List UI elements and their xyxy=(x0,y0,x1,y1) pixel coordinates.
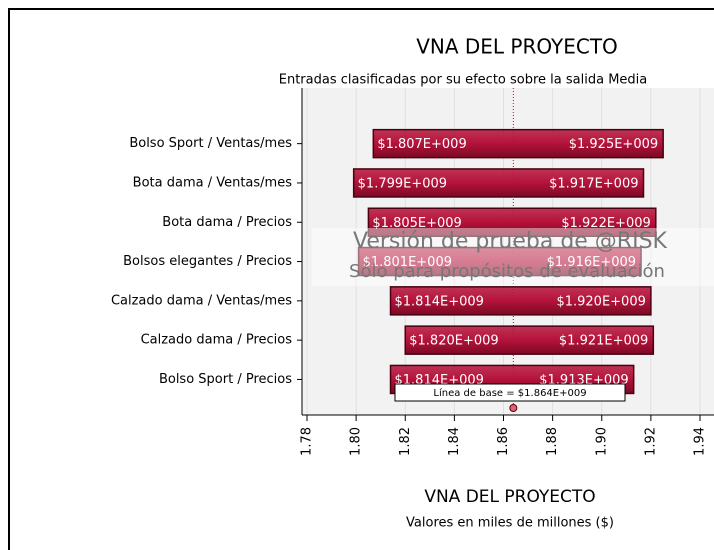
bar-label-high: $1.921E+009 xyxy=(559,334,648,349)
y-tick-label: Bota dama / Ventas/mes xyxy=(133,175,293,190)
bar-label-high: $1.917E+009 xyxy=(549,176,638,191)
bar xyxy=(404,325,655,355)
bar-label-low: $1.807E+009 xyxy=(377,137,466,152)
baseline-label: Línea de base = $1.864E+009 xyxy=(433,387,586,399)
bar xyxy=(389,286,652,316)
bar-label-low: $1.799E+009 xyxy=(358,176,447,191)
bar-label-low: $1.814E+009 xyxy=(395,294,484,309)
bar xyxy=(367,207,657,237)
y-tick-label: Bolso Sport / Ventas/mes xyxy=(129,136,292,151)
x-tick-label: 1.82 xyxy=(398,427,413,456)
x-axis-subtitle: Valores en miles de millones ($) xyxy=(406,516,614,531)
x-tick-label: 1.78 xyxy=(300,427,315,456)
bar xyxy=(372,128,664,159)
watermark-veil xyxy=(312,228,714,286)
x-tick-label: 1.92 xyxy=(643,427,658,456)
bar xyxy=(357,246,642,277)
x-tick-label: 1.86 xyxy=(496,427,511,456)
bar-label-high: $1.920E+009 xyxy=(556,294,645,309)
bar-label-high: $1.925E+009 xyxy=(569,137,658,152)
y-tick-label: Bota dama / Precios xyxy=(162,215,292,230)
x-tick-label: 1.94 xyxy=(693,427,708,456)
y-tick-label: Bolso Sport / Precios xyxy=(159,372,292,387)
chart-title: VNA DEL PROYECTO xyxy=(416,35,618,59)
watermark: Versión de prueba de @RISK xyxy=(353,229,668,254)
x-tick-label: 1.80 xyxy=(349,427,364,456)
watermark: Sólo para propósitos de evaluación xyxy=(349,261,665,282)
y-tick-label: Calzado dama / Precios xyxy=(141,333,293,348)
baseline-marker xyxy=(509,404,518,412)
bar-label-high: $1.922E+009 xyxy=(561,216,650,231)
x-tick-label: 1.90 xyxy=(594,427,609,456)
chart-subtitle: Entradas clasificadas por su efecto sobr… xyxy=(279,73,648,88)
bar-label-low: $1.801E+009 xyxy=(363,255,452,270)
baseline-box xyxy=(394,383,626,402)
x-tick-label: 1.84 xyxy=(447,427,462,456)
bar-label-low: $1.820E+009 xyxy=(409,334,498,349)
y-tick-label: Calzado dama / Ventas/mes xyxy=(111,293,292,308)
y-tick-label: Bolsos elegantes / Precios xyxy=(123,254,292,269)
x-axis-title: VNA DEL PROYECTO xyxy=(424,487,595,507)
bar-label-low: $1.805E+009 xyxy=(372,216,461,231)
bar xyxy=(352,168,645,198)
x-tick-label: 1.88 xyxy=(545,427,560,456)
bar-label-high: $1.916E+009 xyxy=(547,255,636,270)
